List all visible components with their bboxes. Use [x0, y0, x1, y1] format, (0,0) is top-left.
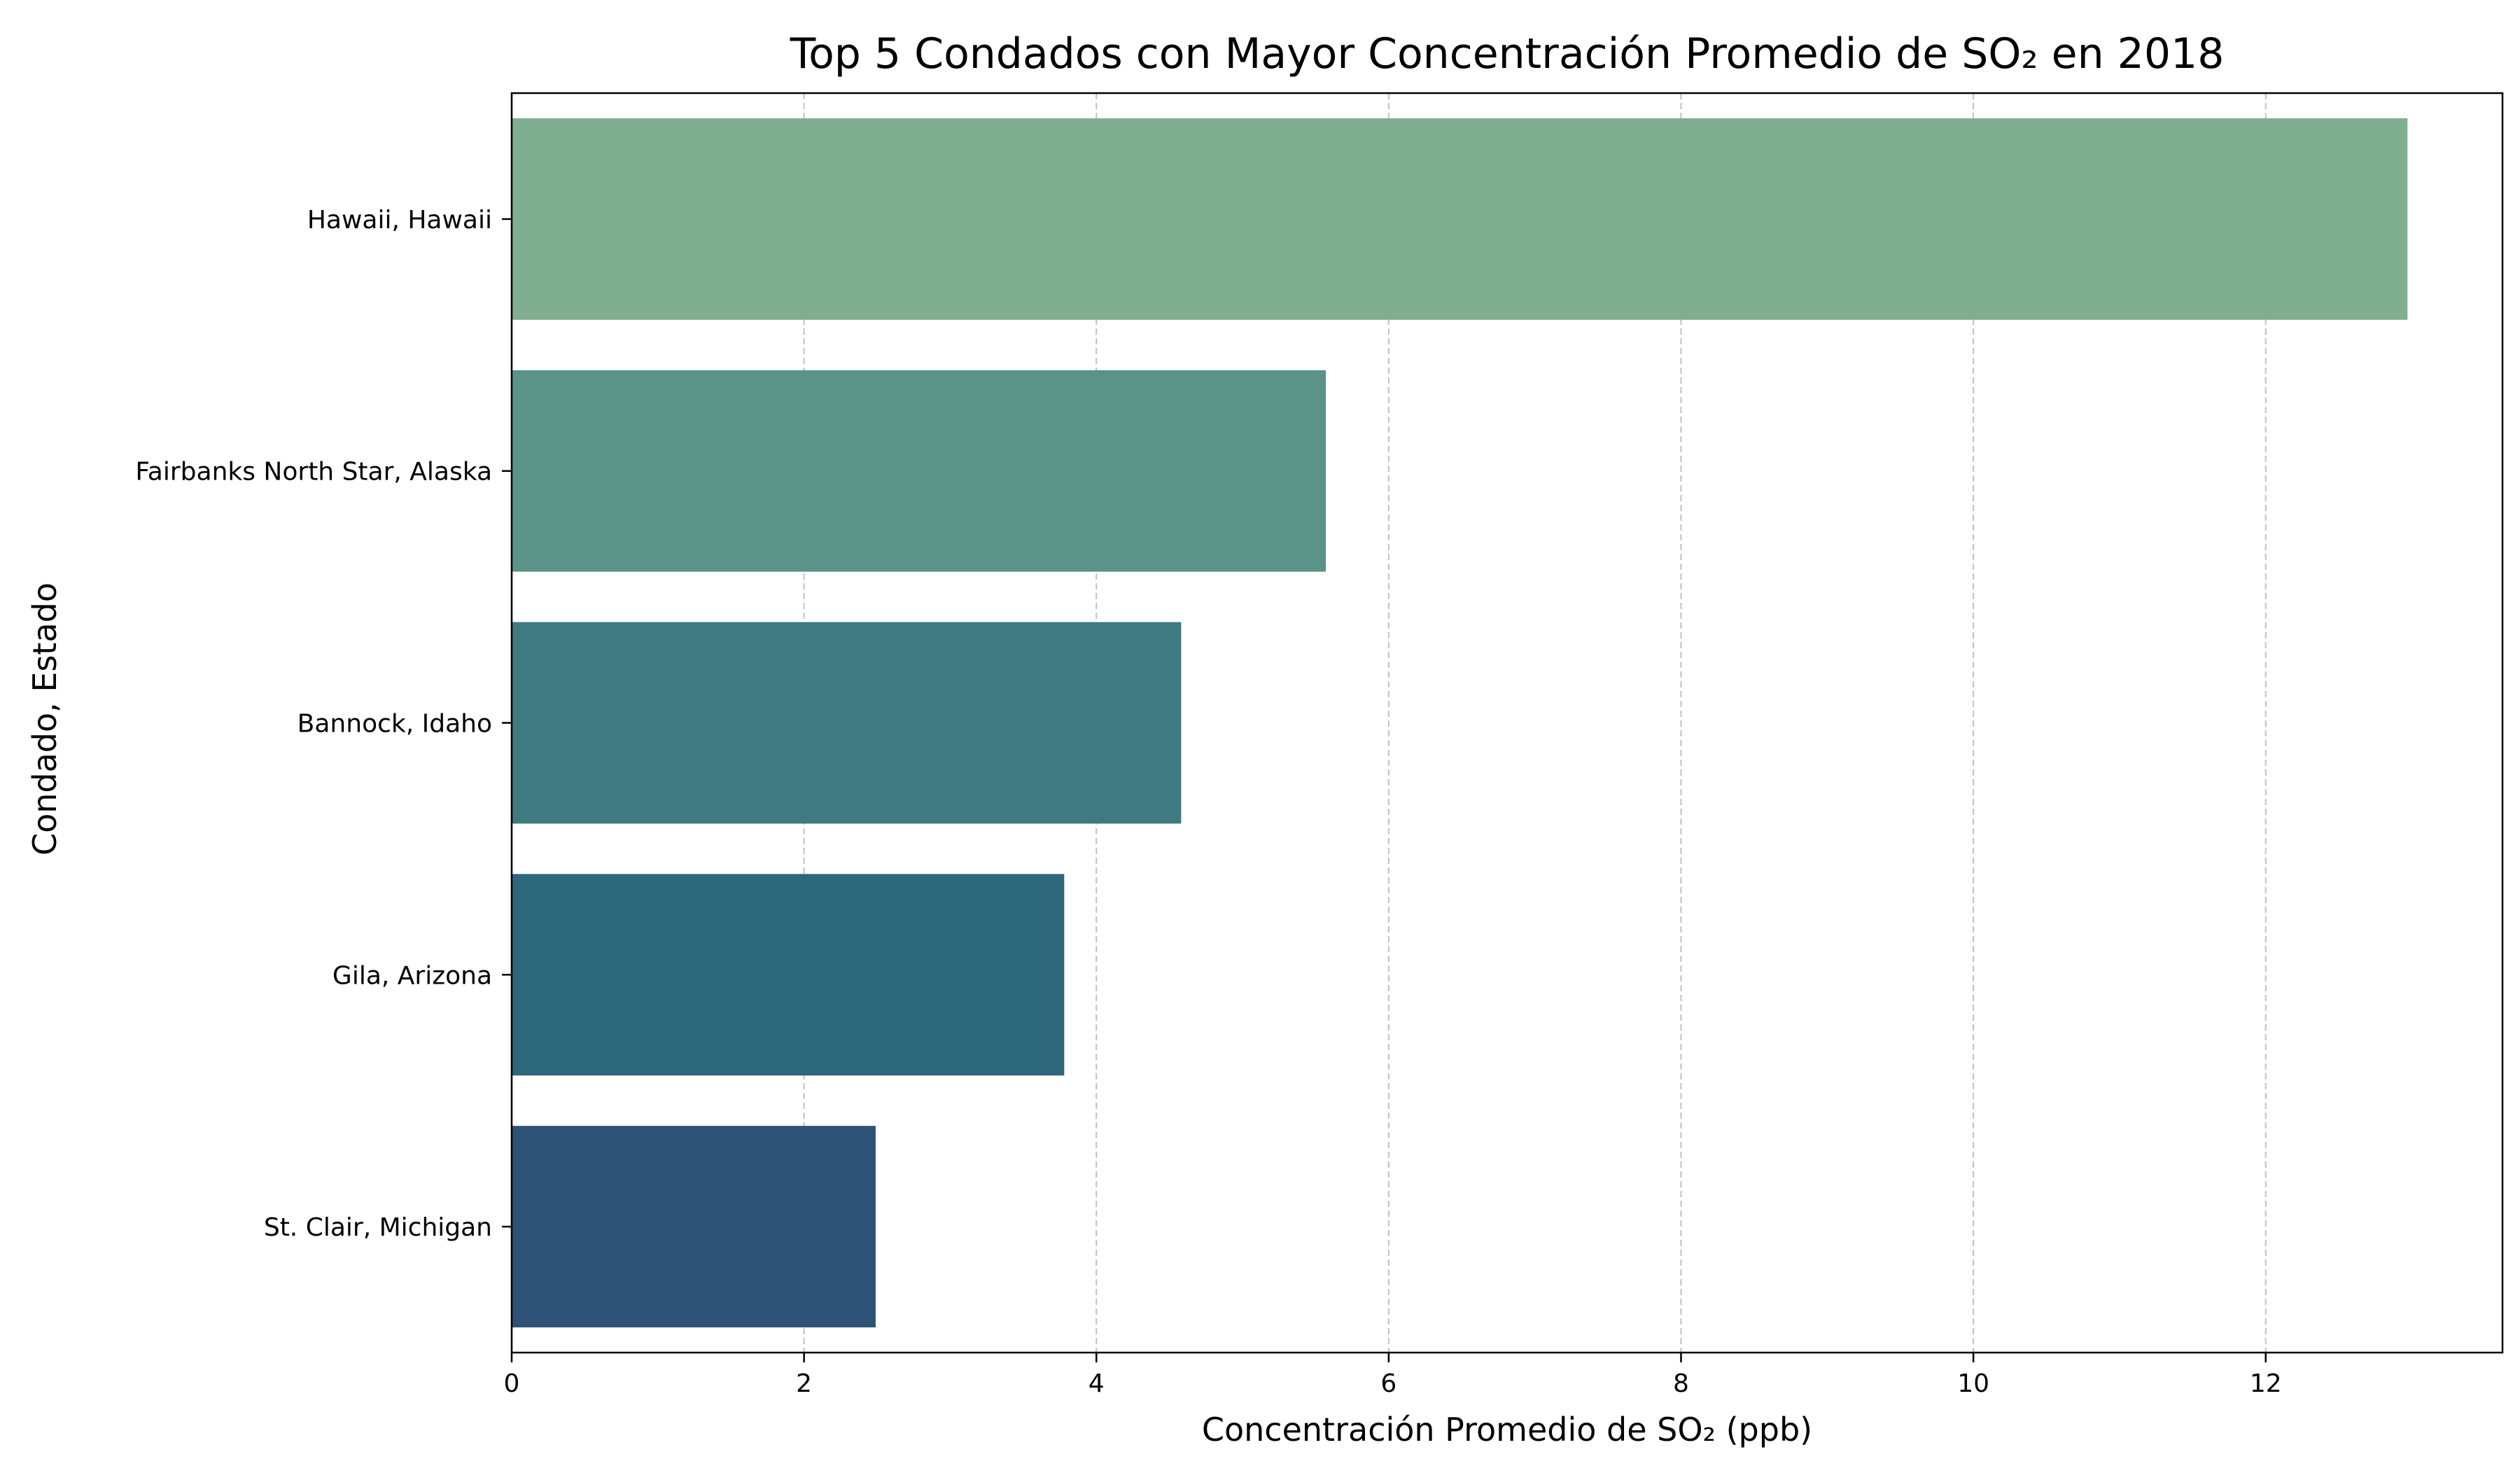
y-tick-label: Bannock, Idaho — [298, 710, 492, 739]
bar — [512, 874, 1065, 1076]
y-axis-label: Condado, Estado — [26, 582, 64, 856]
x-tick-label: 0 — [504, 1369, 520, 1398]
y-tick-label: Gila, Arizona — [332, 961, 492, 990]
x-tick-label: 2 — [796, 1369, 812, 1398]
bar — [512, 370, 1326, 572]
x-tick-label: 6 — [1380, 1369, 1396, 1398]
x-axis-ticks: 0 2 4 6 8 10 12 — [504, 1353, 2282, 1398]
x-axis-label: Concentración Promedio de SO₂ (ppb) — [1202, 1411, 1812, 1448]
x-tick-label: 10 — [1957, 1369, 1989, 1398]
bar — [512, 118, 2408, 320]
x-tick-label: 8 — [1673, 1369, 1689, 1398]
y-tick-label: Fairbanks North Star, Alaska — [135, 458, 492, 487]
x-tick-label: 12 — [2250, 1369, 2282, 1398]
chart-title: Top 5 Condados con Mayor Concentración P… — [790, 29, 2225, 78]
y-axis-ticks: Hawaii, Hawaii Fairbanks North Star, Alas… — [135, 206, 512, 1242]
x-tick-label: 4 — [1088, 1369, 1105, 1398]
y-tick-label: Hawaii, Hawaii — [307, 206, 492, 235]
bars — [512, 118, 2408, 1328]
bar — [512, 1126, 876, 1328]
bar — [512, 622, 1182, 824]
y-tick-label: St. Clair, Michigan — [264, 1213, 492, 1242]
